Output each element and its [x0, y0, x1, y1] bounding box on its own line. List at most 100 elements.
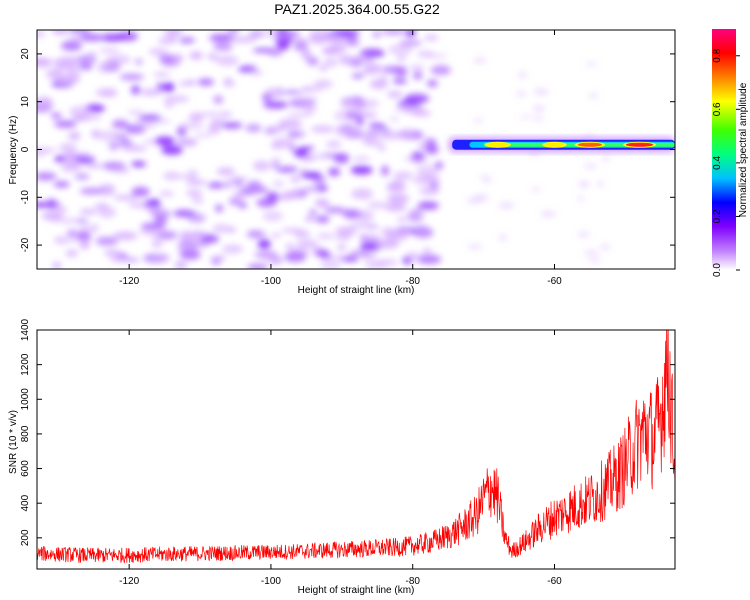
noise-blob [588, 257, 601, 263]
noise-blob [151, 240, 163, 248]
noise-blob [302, 86, 312, 92]
noise-blob [50, 112, 62, 119]
noise-blob [266, 125, 286, 133]
noise-blob [96, 130, 120, 141]
noise-blob [155, 119, 172, 124]
noise-blob [68, 131, 81, 141]
noise-blob [140, 222, 166, 231]
noise-blob [405, 30, 416, 38]
noise-blob [413, 71, 423, 80]
noise-blob [301, 50, 312, 61]
noise-blob [330, 41, 349, 50]
noise-blob [52, 262, 61, 269]
colorbar: 0.0 0.2 0.4 0.6 0.8 Normalized spectral ampl… [712, 29, 749, 277]
noise-blob [266, 191, 280, 203]
noise-blob [483, 177, 492, 183]
noise-blob [276, 166, 299, 173]
snr-xlabel: Height of straight line (km) [298, 585, 415, 596]
noise-blob [95, 236, 119, 246]
noise-blob [130, 121, 157, 129]
noise-blob [518, 71, 527, 78]
noise-blob [153, 71, 171, 78]
x-tick-label: -120 [119, 276, 139, 287]
noise-blob [109, 256, 130, 263]
noise-blob [350, 165, 373, 175]
noise-blob [364, 140, 384, 146]
noise-blob [228, 176, 248, 182]
noise-blob [364, 63, 383, 74]
noise-blob [377, 131, 404, 140]
noise-blob [215, 55, 239, 66]
noise-blob [386, 184, 407, 193]
noise-blob [287, 112, 313, 117]
noise-blob [302, 186, 319, 193]
noise-blob [65, 249, 79, 257]
noise-blob [164, 99, 174, 109]
noise-blob [238, 202, 248, 208]
y-tick-label: 1000 [20, 388, 31, 411]
noise-blob [187, 213, 206, 223]
noise-blob [321, 254, 332, 261]
noise-blob [389, 116, 400, 122]
noise-blob [131, 186, 150, 197]
noise-blob [367, 122, 380, 127]
noise-blob [207, 53, 218, 60]
noise-blob [76, 232, 92, 241]
noise-blob [209, 33, 234, 43]
noise-blob [392, 78, 408, 84]
noise-blob [251, 70, 263, 76]
noise-blob [65, 157, 79, 168]
noise-blob [333, 153, 350, 164]
noise-blob [140, 88, 161, 96]
noise-blob [318, 65, 328, 71]
noise-blob [134, 58, 143, 65]
noise-blob [131, 85, 141, 95]
noise-blob [532, 116, 544, 121]
noise-blob [157, 230, 178, 240]
colorbar-tick-label: 0.4 [712, 156, 723, 170]
noise-blob [337, 245, 346, 250]
noise-blob [311, 125, 335, 133]
noise-blob [367, 201, 388, 209]
noise-blob [233, 36, 257, 44]
x-tick-label: -80 [405, 576, 420, 587]
noise-blob [597, 180, 604, 187]
noise-blob [87, 52, 97, 57]
signal-peak [545, 142, 564, 147]
noise-blob [430, 65, 451, 76]
noise-blob [426, 79, 438, 88]
noise-blob [247, 180, 262, 188]
noise-blob [199, 112, 224, 117]
noise-blob [300, 171, 322, 179]
noise-blob [76, 115, 103, 121]
y-tick-label: 600 [20, 460, 31, 477]
noise-blob [220, 111, 233, 118]
noise-blob [223, 80, 236, 87]
noise-blob [516, 91, 527, 97]
noise-blob [247, 230, 264, 238]
noise-blob [309, 209, 318, 214]
colorbar-tick-label: 0.2 [712, 209, 723, 223]
noise-blob [578, 180, 590, 188]
noise-blob [113, 231, 138, 241]
noise-blob [585, 62, 598, 66]
noise-blob [388, 44, 413, 55]
noise-blob [328, 167, 341, 177]
noise-blob [57, 217, 80, 224]
noise-blob [185, 189, 203, 197]
noise-blob [395, 105, 413, 112]
noise-blob [421, 247, 433, 255]
noise-blob [351, 188, 374, 200]
y-tick-label: 1200 [20, 353, 31, 376]
noise-blob [208, 123, 221, 134]
noise-blob [600, 244, 610, 250]
noise-blob [154, 215, 168, 224]
noise-blob [352, 54, 374, 65]
signal-peak [487, 142, 508, 147]
noise-blob [220, 122, 243, 129]
noise-blob [249, 30, 264, 38]
snr-ticks: -120 -100 -80 -60 200 400 600 800 1000 1200 1400 [20, 318, 675, 587]
noise-blob [313, 80, 333, 89]
noise-blob [349, 221, 371, 230]
noise-blob [37, 202, 48, 208]
